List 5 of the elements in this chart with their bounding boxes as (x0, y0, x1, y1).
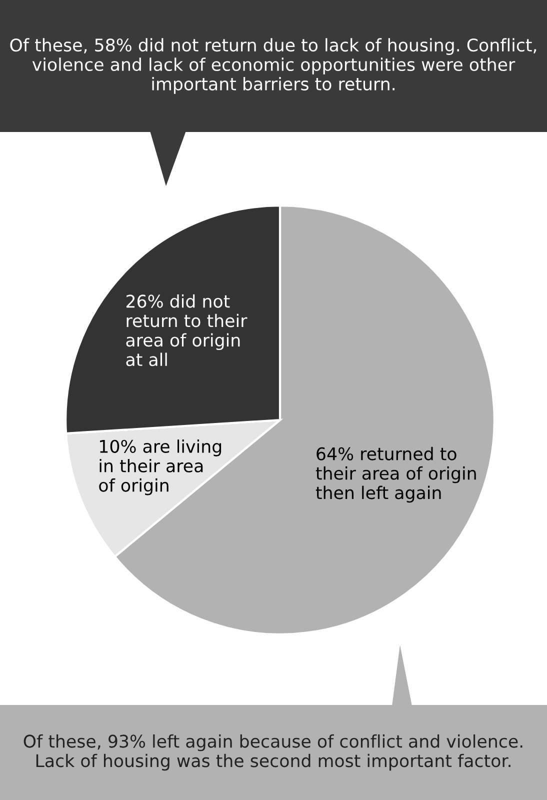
text: Of these, 93% left again because of conflict and violence. Lack of housing was the second most important factor. (24, 734, 522, 771)
slice-label: 64% returned to their area of origin then left again (316, 446, 476, 503)
slice-label: 10% are living in their area of origin (99, 440, 222, 496)
slice-label: 26% did not return to their area of origin at all (126, 294, 248, 366)
text: Of these, 58% did not return due to lack of housing. Conflict, violence and lack of economic opportunities were other important barriers to return. (10, 38, 536, 94)
